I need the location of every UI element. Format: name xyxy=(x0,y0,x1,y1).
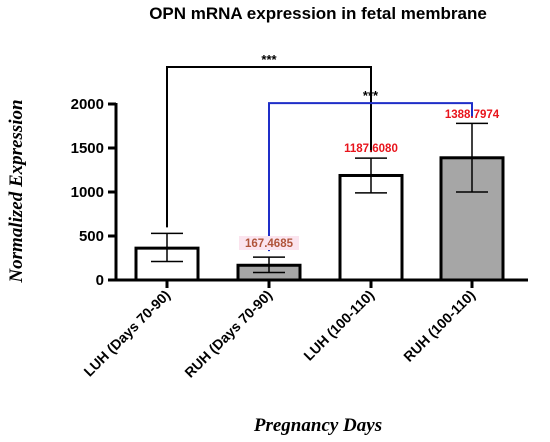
data-label-0: 167.4685 xyxy=(245,238,294,250)
data-label-2: 1388.7974 xyxy=(445,109,500,121)
significance-bracket-0 xyxy=(166,66,372,228)
x-axis-title: Pregnancy Days xyxy=(253,415,382,436)
chart-title: OPN mRNA expression in fetal membrane xyxy=(149,4,487,23)
y-axis-title: Normalized Expression xyxy=(6,99,27,283)
y-tick-label-3: 1500 xyxy=(71,140,104,157)
y-tick-label-0: 0 xyxy=(96,272,104,289)
x-tick-label-0: LUH (Days 70-90) xyxy=(80,287,173,380)
x-tick-label-1: RUH (Days 70-90) xyxy=(181,287,275,381)
y-tick-label-2: 1000 xyxy=(71,184,104,201)
plot-area: 0 500 1000 1500 2000 LUH (Days 70-90) RUH (Day… xyxy=(71,52,528,381)
x-tick-label-2: LUH (100-110) xyxy=(300,287,377,364)
data-label-1: 1187.6080 xyxy=(344,143,398,155)
significance-label-1: *** xyxy=(363,88,379,103)
x-tick-label-3: RUH (100-110) xyxy=(400,287,478,365)
y-tick-label-4: 2000 xyxy=(71,96,104,113)
significance-label-0: *** xyxy=(261,52,277,67)
significance-bracket-1 xyxy=(268,102,473,252)
y-tick-label-1: 500 xyxy=(79,228,104,245)
data-label-bg-0 xyxy=(239,236,299,250)
